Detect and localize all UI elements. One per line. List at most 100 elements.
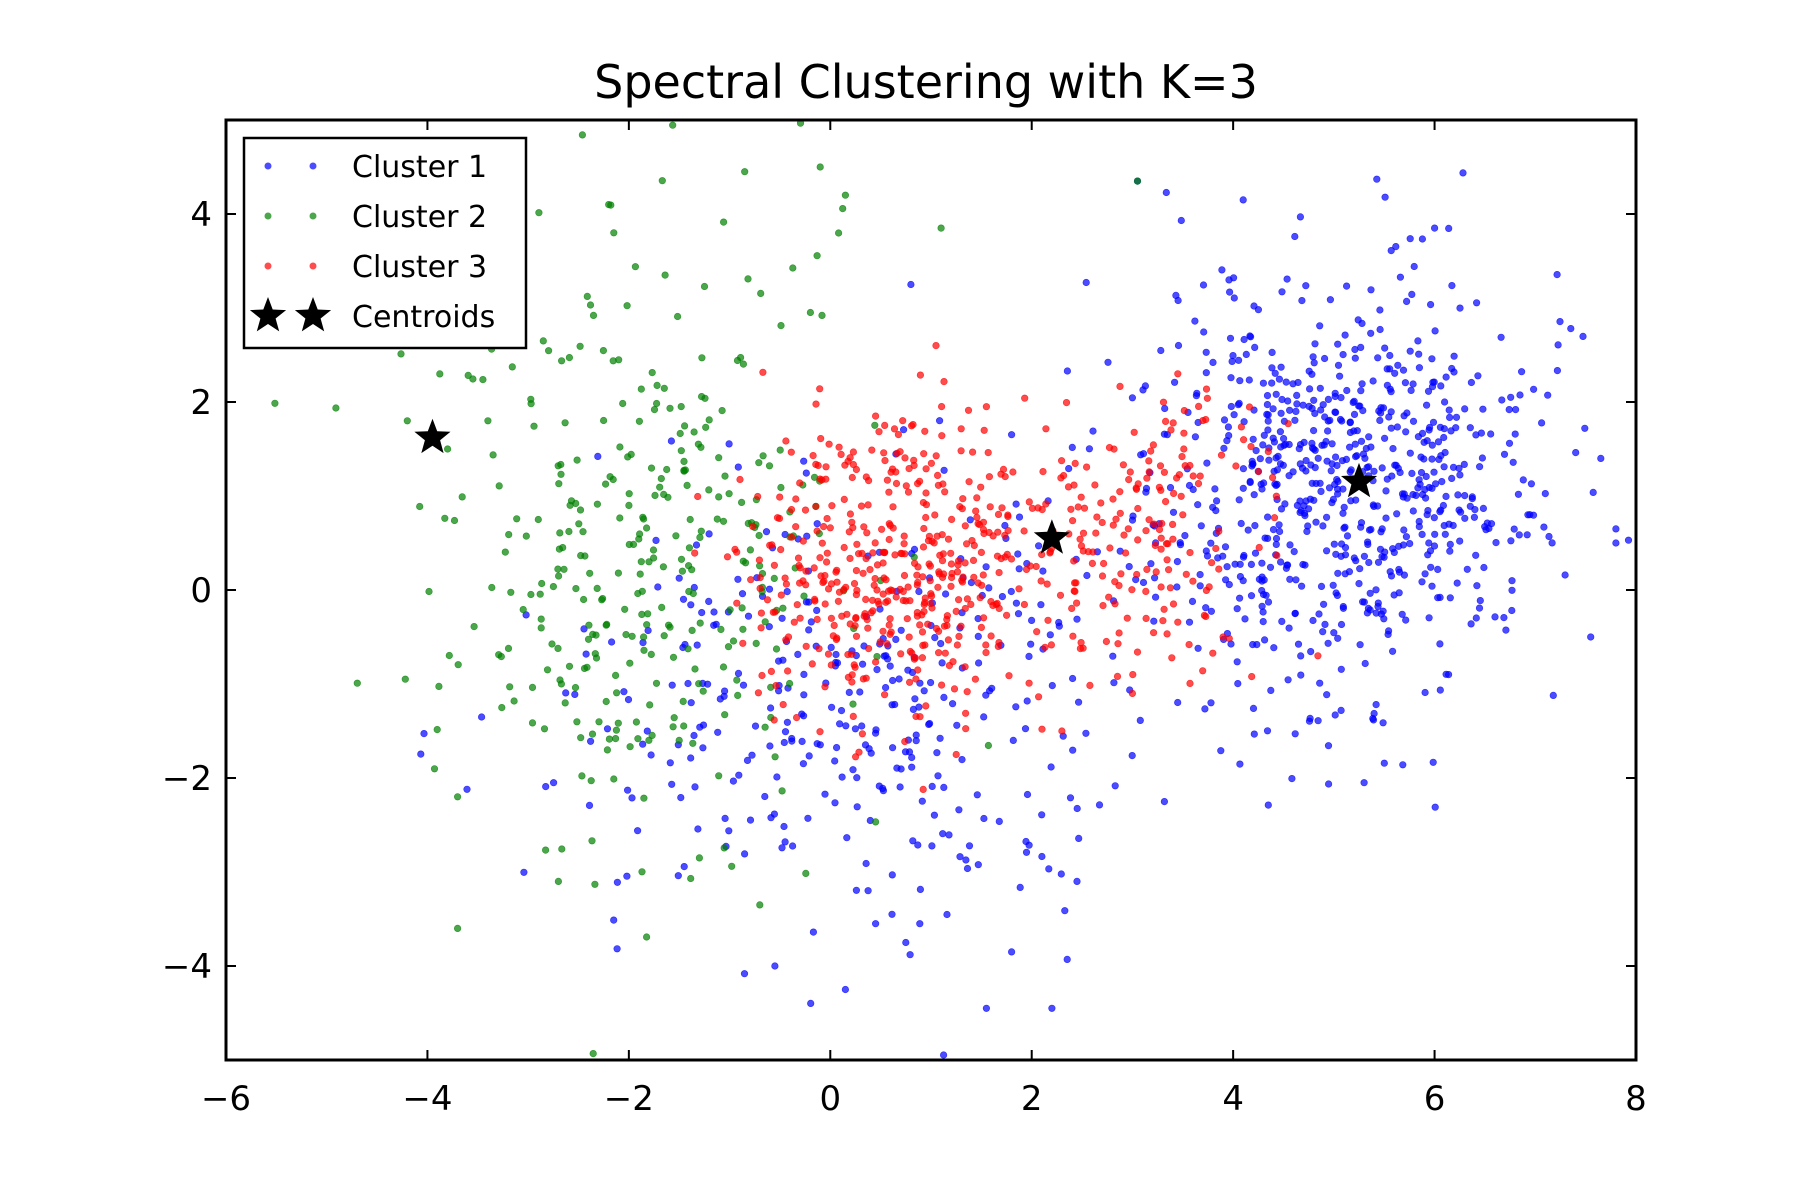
data-point [1068, 604, 1076, 613]
data-point [1177, 492, 1185, 500]
data-point [663, 465, 671, 474]
data-point [1082, 278, 1090, 287]
data-point [897, 765, 905, 773]
data-point [752, 639, 760, 648]
data-point [1015, 565, 1023, 573]
data-point [1139, 578, 1148, 587]
data-point [864, 644, 873, 653]
data-point [1291, 232, 1299, 241]
data-point [1379, 607, 1387, 615]
data-point [1351, 440, 1359, 448]
data-point [1259, 441, 1267, 449]
data-point [1409, 491, 1417, 499]
data-point [1275, 521, 1283, 529]
data-point [610, 229, 618, 237]
data-point [746, 546, 755, 554]
centroid-star-icon [1341, 462, 1378, 498]
data-point [1475, 604, 1484, 612]
data-point [837, 706, 846, 715]
data-point [1376, 306, 1384, 314]
data-point [807, 618, 815, 626]
data-point [1507, 537, 1515, 545]
data-point [537, 624, 545, 632]
series-cluster-3 [691, 342, 1322, 794]
data-point [912, 675, 920, 683]
data-point [1163, 630, 1171, 638]
data-point [803, 532, 811, 540]
data-point [1372, 700, 1380, 709]
data-point [1234, 679, 1242, 688]
data-point [865, 745, 873, 753]
data-point [1161, 417, 1170, 426]
data-point [1202, 385, 1211, 393]
data-point [975, 520, 984, 529]
data-point [808, 660, 816, 668]
data-point [586, 569, 594, 577]
data-point [735, 771, 743, 779]
data-point [1297, 652, 1305, 660]
data-point [875, 428, 883, 436]
data-point [1055, 618, 1063, 627]
data-point [1239, 577, 1247, 585]
data-point [1417, 453, 1425, 461]
data-point [910, 655, 919, 663]
data-point [1169, 489, 1178, 498]
data-point [554, 877, 563, 886]
data-point [733, 356, 742, 365]
data-point [581, 552, 589, 560]
data-point [933, 749, 941, 757]
data-point [1297, 671, 1305, 679]
data-point [1393, 423, 1401, 431]
data-point [652, 399, 661, 408]
data-point [1066, 794, 1075, 802]
data-point [892, 479, 901, 488]
data-point [857, 502, 866, 510]
data-point [528, 719, 537, 727]
data-point [589, 311, 598, 320]
data-point [1128, 394, 1136, 402]
data-point [931, 511, 939, 519]
data-point [1376, 325, 1384, 334]
data-point [625, 501, 633, 510]
data-point [1453, 579, 1461, 587]
data-point [684, 562, 693, 570]
data-point [699, 721, 708, 729]
data-point [1424, 507, 1432, 515]
data-point [1258, 559, 1266, 567]
data-point [599, 416, 608, 425]
data-point [1199, 281, 1208, 289]
data-point [737, 498, 746, 507]
data-point [926, 562, 935, 570]
data-point [588, 730, 597, 738]
data-point [1456, 508, 1465, 516]
data-point [557, 470, 565, 478]
data-point [1446, 547, 1454, 555]
data-point [799, 577, 807, 585]
data-point [1421, 688, 1429, 697]
data-point [544, 347, 553, 355]
data-point [1523, 531, 1531, 539]
data-point [1403, 409, 1411, 417]
data-point [1211, 485, 1219, 493]
data-point [812, 400, 820, 408]
data-point [755, 556, 764, 564]
data-point [718, 407, 726, 415]
data-point [1199, 667, 1207, 675]
data-point [792, 523, 800, 531]
data-point [970, 573, 978, 581]
data-point [1155, 483, 1163, 491]
data-point [658, 177, 666, 185]
data-point [576, 342, 584, 350]
data-point [1343, 532, 1352, 540]
data-point [1189, 472, 1197, 480]
data-point [1350, 554, 1358, 562]
data-point [982, 1004, 991, 1012]
data-point [973, 791, 981, 799]
data-point [1442, 373, 1450, 381]
data-point [790, 618, 798, 626]
data-point [696, 533, 704, 542]
data-point [1014, 610, 1023, 618]
data-point [1358, 380, 1366, 388]
data-point [433, 725, 441, 734]
data-point [1080, 504, 1089, 512]
